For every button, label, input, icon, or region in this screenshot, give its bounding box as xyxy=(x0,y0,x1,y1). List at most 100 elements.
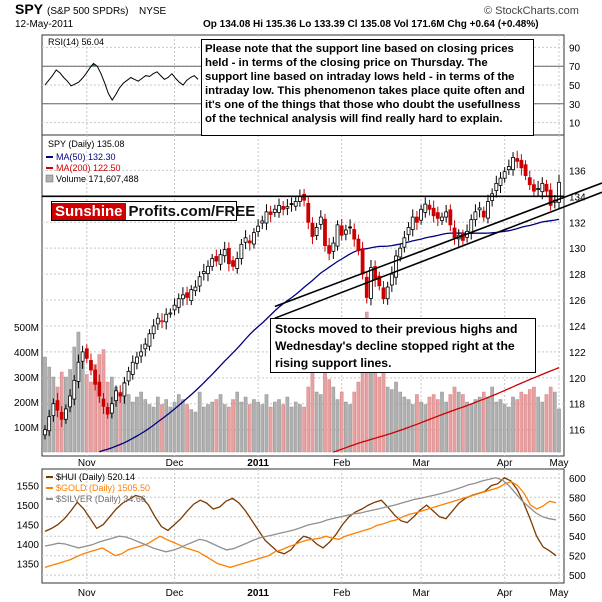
candle-body xyxy=(360,248,365,275)
rsi-tick-label: 70 xyxy=(569,62,581,73)
candle-body xyxy=(381,287,386,300)
volume-bar xyxy=(89,381,93,453)
volume-bar xyxy=(298,404,302,453)
x-tick-label: Dec xyxy=(166,458,184,469)
candle-body xyxy=(68,395,72,408)
candle-body xyxy=(101,398,106,407)
volume-bar xyxy=(364,311,369,453)
volume-bar xyxy=(419,401,423,453)
legend-volume-swatch xyxy=(45,174,54,183)
candle-body xyxy=(343,229,348,235)
metals-right-tick-label: 520 xyxy=(569,552,586,563)
volume-bar xyxy=(214,399,219,453)
volume-bar xyxy=(553,391,557,453)
header-symbol: SPY xyxy=(15,1,44,17)
candle-body xyxy=(335,224,340,247)
candle-body xyxy=(181,294,185,300)
candle-body xyxy=(126,370,131,382)
volume-bar xyxy=(427,396,432,453)
candle-body xyxy=(431,207,436,217)
candle-body xyxy=(544,184,549,192)
metals-left-tick-label: 1350 xyxy=(17,559,40,570)
volume-bar xyxy=(243,396,248,453)
support-line-intraday xyxy=(274,191,602,319)
volume-bar xyxy=(523,394,528,453)
volume-bar xyxy=(172,401,177,453)
candle-body xyxy=(135,356,139,364)
metals-right-tick-label: 580 xyxy=(569,493,586,504)
candle-body xyxy=(226,248,231,265)
volume-bar xyxy=(277,399,281,453)
volume-bar xyxy=(143,399,148,453)
price-tick-label: 122 xyxy=(569,348,586,359)
candle-body xyxy=(356,238,361,252)
candle-body xyxy=(511,157,515,171)
rsi-tick-label: 10 xyxy=(569,119,581,130)
volume-bar xyxy=(436,399,440,453)
candle-body xyxy=(122,382,127,397)
metals-legend: $HUI (Daily) 520.14 $GOLD (Daily) 1505.5… xyxy=(46,472,150,504)
candle-body xyxy=(473,211,478,221)
volume-bar xyxy=(532,386,536,453)
volume-bar xyxy=(181,399,185,453)
candle-body xyxy=(143,343,148,350)
volume-bar xyxy=(156,396,160,453)
candle-body xyxy=(331,242,336,252)
volume-bar xyxy=(139,391,143,453)
volume-tick-label: 100M xyxy=(14,423,39,434)
volume-bar xyxy=(202,406,206,453)
volume-bar xyxy=(452,386,457,453)
candle-body xyxy=(168,312,173,315)
candle-body xyxy=(506,166,511,171)
candle-body xyxy=(164,313,169,323)
volume-bar xyxy=(498,399,503,453)
volume-bar xyxy=(264,394,269,453)
candle-body xyxy=(398,247,403,258)
volume-bar xyxy=(490,386,494,453)
legend-volume: Volume 171,607,488 xyxy=(56,174,139,184)
x-tick-label: 2011 xyxy=(247,588,269,599)
candle-body xyxy=(109,403,114,414)
volume-tick-label: 200M xyxy=(14,398,39,409)
volume-bar xyxy=(97,354,102,453)
volume-bar xyxy=(151,406,156,453)
candle-body xyxy=(314,227,319,236)
candle-body xyxy=(281,206,286,210)
volume-bar xyxy=(331,386,336,453)
metals-right-tick-label: 600 xyxy=(569,474,586,485)
candle-body xyxy=(264,211,269,224)
volume-bar xyxy=(193,411,198,453)
volume-bar xyxy=(548,386,553,453)
candle-body xyxy=(498,177,503,186)
volume-bar xyxy=(84,374,89,453)
x-tick-label: Mar xyxy=(412,458,430,469)
legend-ma50: MA(50) 132.30 xyxy=(56,152,116,162)
volume-bar xyxy=(477,396,482,453)
volume-bar xyxy=(176,394,181,453)
candle-body xyxy=(306,202,311,223)
candle-body xyxy=(339,225,344,236)
volume-bar xyxy=(335,399,340,453)
volume-bar xyxy=(339,391,344,453)
x-tick-label: Dec xyxy=(166,588,184,599)
candle-body xyxy=(185,292,189,298)
volume-bar xyxy=(285,396,290,453)
volume-bar xyxy=(381,366,386,453)
candle-body xyxy=(214,256,219,262)
volume-bar xyxy=(256,401,260,453)
header-date: 12-May-2011 xyxy=(15,19,74,30)
candle-body xyxy=(302,193,306,201)
candle-body xyxy=(364,276,369,298)
candle-body xyxy=(235,258,240,269)
volume-bar xyxy=(423,404,428,453)
support-line-closing xyxy=(274,182,602,308)
volume-bar xyxy=(515,399,520,453)
candle-body xyxy=(151,325,156,335)
stockcharts-logo: © StockCharts.com xyxy=(484,5,579,17)
candle-body xyxy=(557,181,561,203)
x-tick-label: Feb xyxy=(333,458,351,469)
candle-body xyxy=(272,208,277,213)
candle-body xyxy=(193,286,198,292)
price-tick-label: 132 xyxy=(569,218,586,229)
volume-bar xyxy=(76,331,81,453)
